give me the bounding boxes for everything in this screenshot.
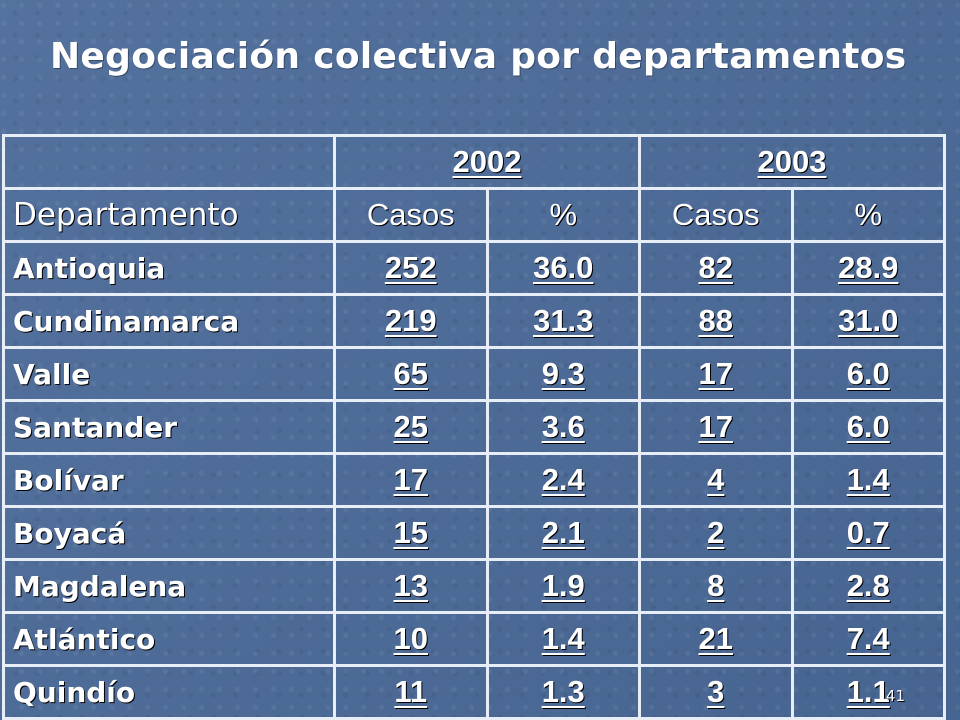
cases-2002: 10 [333,611,489,667]
table-row: Valle 65 9.3 17 6.0 [2,346,946,402]
cases-2003: 3 [638,664,794,720]
table-row: Cundinamarca 219 31.3 88 31.0 [2,293,946,349]
cases-2003: 82 [638,240,794,296]
cases-2003: 21 [638,611,794,667]
percent-2003: 28.9 [790,240,946,296]
percent-2003: 31.0 [790,293,946,349]
year-2003-header: 2003 [638,134,946,190]
slide-title: Negociación colectiva por departamentos [50,36,907,77]
department-column-header: Departamento [2,187,336,243]
percent-2003: 6.0 [790,346,946,402]
department-name: Quindío [2,664,336,720]
percent-2002: 36.0 [485,240,641,296]
department-name: Bolívar [2,452,336,508]
cases-2003: 8 [638,558,794,614]
cases-2002: 17 [333,452,489,508]
cases-2002: 65 [333,346,489,402]
page-number: 41 [885,687,905,705]
percent-2002: 9.3 [485,346,641,402]
cases-2002-header: Casos [333,187,489,243]
cases-2003-header: Casos [638,187,794,243]
table-row: Magdalena 13 1.9 8 2.8 [2,558,946,614]
cases-2002: 219 [333,293,489,349]
table-row: Santander 25 3.6 17 6.0 [2,399,946,455]
table-row: Atlántico 10 1.4 21 7.4 [2,611,946,667]
column-header-row: Departamento Casos % Casos % [2,187,946,243]
cases-2002: 252 [333,240,489,296]
cases-2003: 88 [638,293,794,349]
percent-2003: 7.4 [790,611,946,667]
table-row: Quindío 11 1.3 3 1.1 [2,664,946,720]
percent-2002: 2.1 [485,505,641,561]
cases-2002: 25 [333,399,489,455]
percent-2002: 1.3 [485,664,641,720]
percent-2003: 6.0 [790,399,946,455]
cases-2002: 11 [333,664,489,720]
percent-2002: 31.3 [485,293,641,349]
empty-header-cell [2,134,336,190]
year-2002-header: 2002 [333,134,641,190]
department-name: Valle [2,346,336,402]
percent-2003: 0.7 [790,505,946,561]
department-name: Boyacá [2,505,336,561]
department-name: Atlántico [2,611,336,667]
cases-2003: 17 [638,346,794,402]
percent-2003: 1.1 [790,664,946,720]
percent-2002: 2.4 [485,452,641,508]
percent-2003-header: % [790,187,946,243]
table-row: Bolívar 17 2.4 4 1.4 [2,452,946,508]
table-row: Antioquia 252 36.0 82 28.9 [2,240,946,296]
percent-2003: 1.4 [790,452,946,508]
percent-2002: 1.4 [485,611,641,667]
cases-2003: 4 [638,452,794,508]
percent-2003: 2.8 [790,558,946,614]
cases-2002: 15 [333,505,489,561]
table-row: Boyacá 15 2.1 2 0.7 [2,505,946,561]
percent-2002: 3.6 [485,399,641,455]
department-name: Magdalena [2,558,336,614]
percent-2002-header: % [485,187,641,243]
year-header-row: 2002 2003 [2,134,946,190]
cases-2002: 13 [333,558,489,614]
cases-2003: 2 [638,505,794,561]
data-table-container: 2002 2003 Departamento Casos % Casos % A… [0,134,960,720]
department-name: Santander [2,399,336,455]
collective-bargaining-table: 2002 2003 Departamento Casos % Casos % A… [2,134,946,720]
percent-2002: 1.9 [485,558,641,614]
cases-2003: 17 [638,399,794,455]
department-name: Antioquia [2,240,336,296]
department-name: Cundinamarca [2,293,336,349]
